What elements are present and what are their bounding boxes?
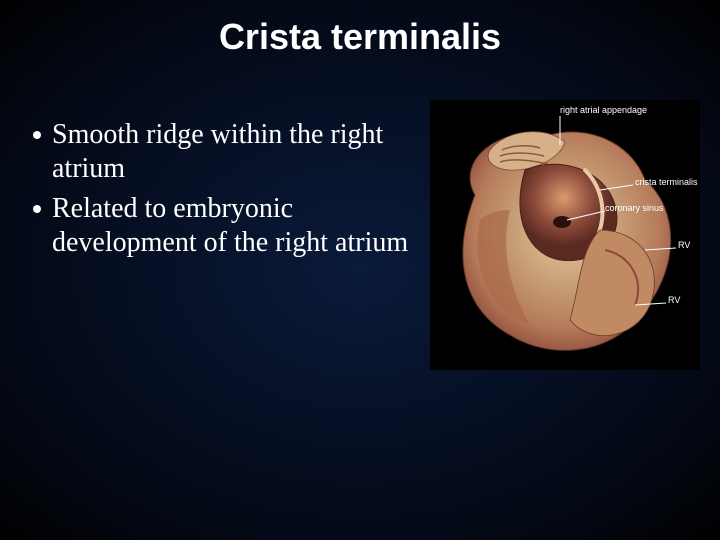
bullet-item: Smooth ridge within the right atrium	[30, 118, 410, 186]
bullet-list: Smooth ridge within the right atrium Rel…	[30, 118, 410, 267]
figure-label: RV	[668, 296, 680, 305]
figure-label: right atrial appendage	[560, 106, 647, 115]
figure-label: coronary sinus	[605, 204, 664, 213]
bullet-item: Related to embryonic development of the …	[30, 192, 410, 260]
slide-title: Crista terminalis	[0, 16, 720, 58]
anatomy-figure: right atrial appendage crista terminalis…	[430, 100, 700, 370]
slide: Crista terminalis Smooth ridge within th…	[0, 0, 720, 540]
figure-label: RV	[678, 241, 690, 250]
figure-label: crista terminalis	[635, 178, 698, 187]
heart-svg	[430, 100, 700, 370]
